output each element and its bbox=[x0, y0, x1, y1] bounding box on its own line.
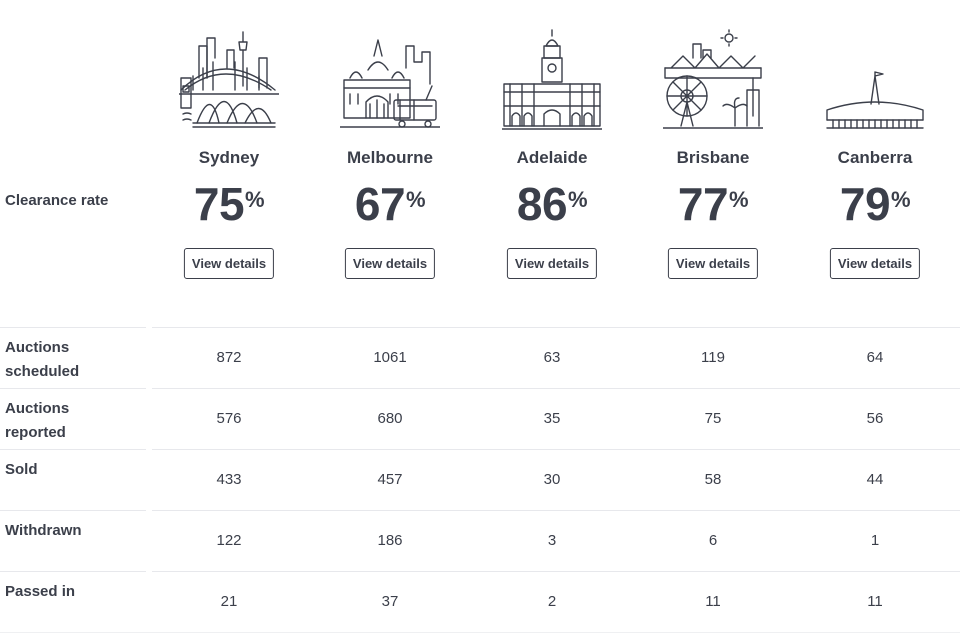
table-cell: 63 bbox=[543, 349, 561, 366]
table-cell: 44 bbox=[866, 471, 884, 488]
table-cell: 1061 bbox=[373, 349, 407, 366]
row-label: Auctions scheduled bbox=[5, 339, 80, 380]
adelaide-skyline-icon bbox=[502, 28, 602, 132]
table-cell: 37 bbox=[381, 593, 399, 610]
row-divider bbox=[0, 327, 960, 328]
table-cell: 56 bbox=[866, 410, 884, 427]
clearance-rate-value: 79% bbox=[839, 178, 911, 230]
table-row: Auctions reported 576 680 35 75 56 bbox=[0, 388, 960, 449]
table-row: Sold 433 457 30 58 44 bbox=[0, 449, 960, 510]
table-cell: 58 bbox=[704, 471, 722, 488]
view-details-button-melbourne[interactable]: View details bbox=[344, 248, 436, 279]
table-cell: 576 bbox=[216, 410, 242, 427]
table-cell: 122 bbox=[216, 532, 242, 549]
clearance-rate-value: 67% bbox=[354, 178, 426, 230]
city-name: Sydney bbox=[198, 148, 260, 167]
table-cell: 11 bbox=[705, 593, 721, 610]
table-cell: 872 bbox=[216, 349, 242, 366]
sydney-skyline-icon bbox=[179, 28, 279, 132]
clearance-rate-value: 77% bbox=[677, 178, 749, 230]
row-divider-gap bbox=[146, 510, 152, 511]
clearance-rate-label: Clearance rate bbox=[5, 192, 109, 209]
table-row: Withdrawn 122 186 3 6 1 bbox=[0, 510, 960, 571]
row-label: Auctions reported bbox=[5, 400, 70, 441]
canberra-skyline-icon bbox=[825, 28, 925, 132]
table-cell: 21 bbox=[220, 593, 238, 610]
clearance-rate-value: 86% bbox=[516, 178, 588, 230]
table-cell: 11 bbox=[867, 593, 883, 610]
table-cell: 433 bbox=[216, 471, 242, 488]
table-cell: 35 bbox=[543, 410, 561, 427]
view-details-button-adelaide[interactable]: View details bbox=[506, 248, 598, 279]
table-bottom-border bbox=[0, 632, 960, 633]
row-divider bbox=[0, 449, 960, 450]
table-cell: 2 bbox=[547, 593, 557, 610]
view-details-button-sydney[interactable]: View details bbox=[183, 248, 275, 279]
city-name: Canberra bbox=[837, 148, 913, 167]
table-cell: 186 bbox=[377, 532, 403, 549]
row-label: Sold bbox=[5, 461, 38, 478]
table-cell: 3 bbox=[547, 532, 557, 549]
table-cell: 30 bbox=[543, 471, 561, 488]
clearance-rate-value: 75% bbox=[193, 178, 265, 230]
row-divider bbox=[0, 510, 960, 511]
auction-results-table: Auctions scheduled 872 1061 63 119 64 Au… bbox=[0, 327, 960, 633]
table-cell: 75 bbox=[704, 410, 722, 427]
city-name: Adelaide bbox=[516, 148, 588, 167]
row-divider bbox=[0, 388, 960, 389]
view-details-button-brisbane[interactable]: View details bbox=[667, 248, 759, 279]
city-name: Brisbane bbox=[676, 148, 750, 167]
table-cell: 64 bbox=[866, 349, 884, 366]
table-cell: 457 bbox=[377, 471, 403, 488]
melbourne-skyline-icon bbox=[340, 28, 440, 132]
table-row: Auctions scheduled 872 1061 63 119 64 bbox=[0, 327, 960, 388]
row-divider-gap bbox=[146, 327, 152, 328]
table-cell: 1 bbox=[870, 532, 880, 549]
table-row: Passed in 21 37 2 11 11 bbox=[0, 571, 960, 632]
brisbane-skyline-icon bbox=[663, 28, 763, 132]
table-cell: 6 bbox=[708, 532, 718, 549]
row-label: Withdrawn bbox=[5, 522, 82, 539]
row-label: Passed in bbox=[5, 583, 76, 600]
table-cell: 680 bbox=[377, 410, 403, 427]
view-details-button-canberra[interactable]: View details bbox=[829, 248, 921, 279]
table-cell: 119 bbox=[701, 349, 725, 366]
row-divider bbox=[0, 571, 960, 572]
row-divider-gap bbox=[146, 449, 152, 450]
city-name: Melbourne bbox=[347, 148, 433, 167]
row-divider-gap bbox=[146, 571, 152, 572]
row-divider-gap bbox=[146, 388, 152, 389]
